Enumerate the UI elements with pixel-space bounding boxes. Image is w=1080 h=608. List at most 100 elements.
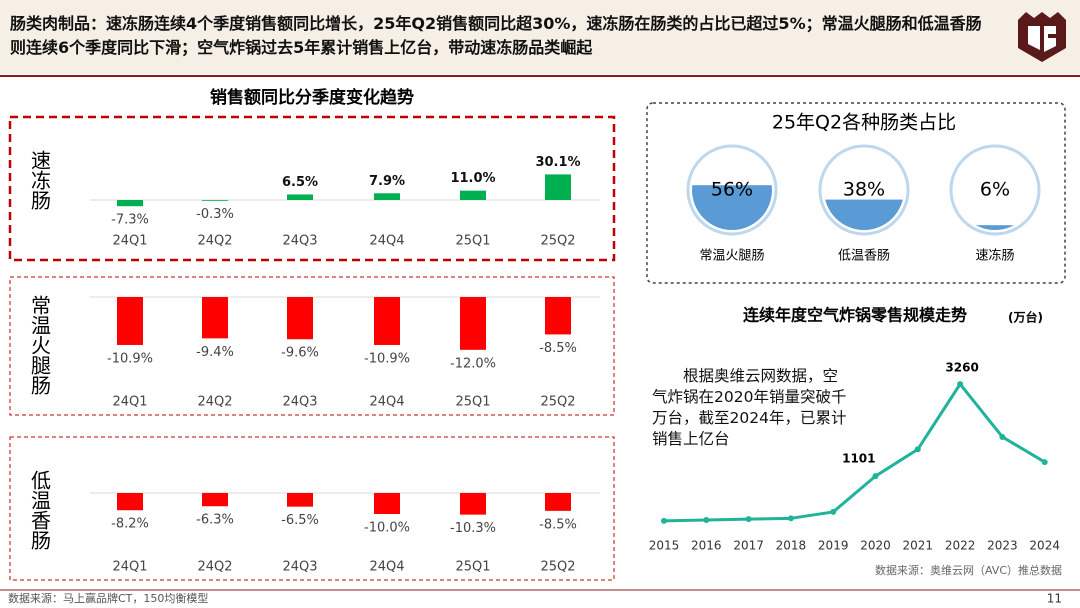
x-tick-label: 2023 bbox=[987, 539, 1018, 553]
panel-label: 常温火腿肠 bbox=[28, 295, 52, 395]
x-tick-label: 2021 bbox=[903, 539, 934, 553]
value-label: -10.9% bbox=[107, 351, 153, 366]
x-tick-label: 24Q4 bbox=[369, 560, 404, 575]
x-tick-label: 2024 bbox=[1029, 539, 1060, 553]
value-label: 56% bbox=[711, 179, 753, 201]
value-label: -10.9% bbox=[364, 351, 410, 366]
bar bbox=[117, 200, 143, 207]
x-tick-label: 24Q1 bbox=[112, 560, 147, 575]
value-label: -6.3% bbox=[196, 513, 234, 528]
bar bbox=[117, 493, 143, 511]
bar bbox=[545, 297, 571, 335]
x-tick-label: 25Q2 bbox=[540, 560, 575, 575]
x-tick-label: 24Q3 bbox=[282, 234, 317, 249]
bar bbox=[202, 200, 228, 201]
value-label: -8.5% bbox=[539, 517, 577, 532]
x-tick-label: 24Q2 bbox=[197, 234, 232, 249]
bar bbox=[117, 297, 143, 345]
value-label: -9.4% bbox=[196, 345, 234, 360]
x-tick-label: 2015 bbox=[649, 539, 680, 553]
x-tick-label: 24Q4 bbox=[369, 234, 404, 249]
bar bbox=[374, 297, 400, 345]
gauge-ring bbox=[949, 144, 1041, 236]
panel-frame bbox=[9, 436, 615, 581]
point bbox=[872, 473, 879, 480]
value-label: 6% bbox=[980, 179, 1010, 201]
point bbox=[957, 381, 964, 388]
value-label: -10.0% bbox=[364, 521, 410, 536]
value-label: 1101 bbox=[842, 452, 875, 466]
x-tick-label: 24Q1 bbox=[112, 395, 147, 410]
bar bbox=[202, 493, 228, 507]
x-tick-label: 2019 bbox=[818, 539, 849, 553]
category-label: 低温香肠 bbox=[838, 249, 890, 264]
bar bbox=[287, 493, 313, 507]
point bbox=[787, 515, 794, 522]
x-tick-label: 25Q1 bbox=[455, 234, 490, 249]
panel-frame bbox=[9, 276, 615, 416]
x-tick-label: 24Q4 bbox=[369, 395, 404, 410]
x-tick-label: 24Q3 bbox=[282, 560, 317, 575]
header-title: 肠类肉制品：速冻肠连续4个季度销售额同比增长，25年Q2销售额同比超30%，速冻… bbox=[10, 14, 982, 57]
bar bbox=[287, 194, 313, 200]
bar bbox=[460, 493, 486, 515]
x-tick-label: 25Q2 bbox=[540, 395, 575, 410]
value-label: 38% bbox=[843, 179, 885, 201]
x-tick-label: 25Q2 bbox=[540, 234, 575, 249]
point bbox=[661, 517, 667, 524]
value-label: -9.6% bbox=[281, 346, 319, 361]
value-label: 30.1% bbox=[535, 155, 580, 170]
unit-label: (万台) bbox=[1008, 310, 1043, 325]
line bbox=[663, 382, 1046, 523]
value-label: 7.9% bbox=[369, 174, 405, 189]
value-label: -10.3% bbox=[450, 521, 496, 536]
value-label: 11.0% bbox=[450, 171, 495, 186]
x-tick-label: 2017 bbox=[733, 539, 764, 553]
bar bbox=[545, 174, 571, 200]
point bbox=[745, 516, 752, 523]
point bbox=[914, 446, 921, 453]
x-tick-label: 2022 bbox=[945, 539, 976, 553]
value-label: -6.5% bbox=[281, 513, 319, 528]
panel-frame bbox=[8, 115, 616, 262]
point bbox=[1041, 459, 1048, 466]
value-label: -8.2% bbox=[111, 517, 149, 532]
logo bbox=[1018, 12, 1066, 62]
point bbox=[999, 433, 1006, 440]
x-tick-label: 2016 bbox=[691, 539, 722, 553]
value-label: -0.3% bbox=[196, 207, 234, 222]
x-tick-label: 2018 bbox=[776, 539, 807, 553]
annotation-box: 根据奥维云网数据，空气炸锅在2020年销量突破千万台，截至2024年，已累计销售… bbox=[652, 367, 847, 448]
x-tick-label: 24Q2 bbox=[197, 560, 232, 575]
bar bbox=[374, 193, 400, 200]
annotation: 根据奥维云网数据，空气炸锅在2020年销量突破千万台，截至2024年，已累计销售… bbox=[652, 367, 847, 448]
value-label: -8.5% bbox=[539, 341, 577, 356]
value-label: -12.0% bbox=[450, 356, 496, 371]
x-tick-label: 24Q2 bbox=[197, 395, 232, 410]
x-tick-label: 2020 bbox=[860, 539, 891, 553]
value-label: 6.5% bbox=[282, 175, 318, 190]
x-tick-label: 24Q1 bbox=[112, 234, 147, 249]
bar bbox=[460, 297, 486, 350]
chart-title: 销售额同比分季度变化趋势 bbox=[210, 87, 414, 108]
bar bbox=[287, 297, 313, 340]
category-label: 速冻肠 bbox=[975, 248, 1014, 264]
page-number: 11 bbox=[1047, 592, 1062, 606]
fill-level bbox=[824, 199, 904, 230]
header-band bbox=[0, 0, 1080, 74]
x-tick-label: 25Q1 bbox=[455, 560, 490, 575]
x-tick-label: 24Q3 bbox=[282, 395, 317, 410]
bar bbox=[545, 493, 571, 511]
footer-source: 数据来源：马上赢品牌CT，150均衡模型 bbox=[8, 591, 208, 605]
point bbox=[703, 517, 710, 524]
chart-title: 25年Q2各种肠类占比 bbox=[772, 112, 956, 134]
share-frame bbox=[646, 102, 1066, 284]
point bbox=[830, 508, 837, 515]
category-label: 常温火腿肠 bbox=[699, 249, 764, 264]
panel-label: 速冻肠 bbox=[28, 150, 52, 210]
source-note: 数据来源：奥维云网（AVC）推总数据 bbox=[875, 563, 1062, 577]
fill-level bbox=[955, 225, 1035, 230]
x-tick-label: 25Q1 bbox=[455, 395, 490, 410]
